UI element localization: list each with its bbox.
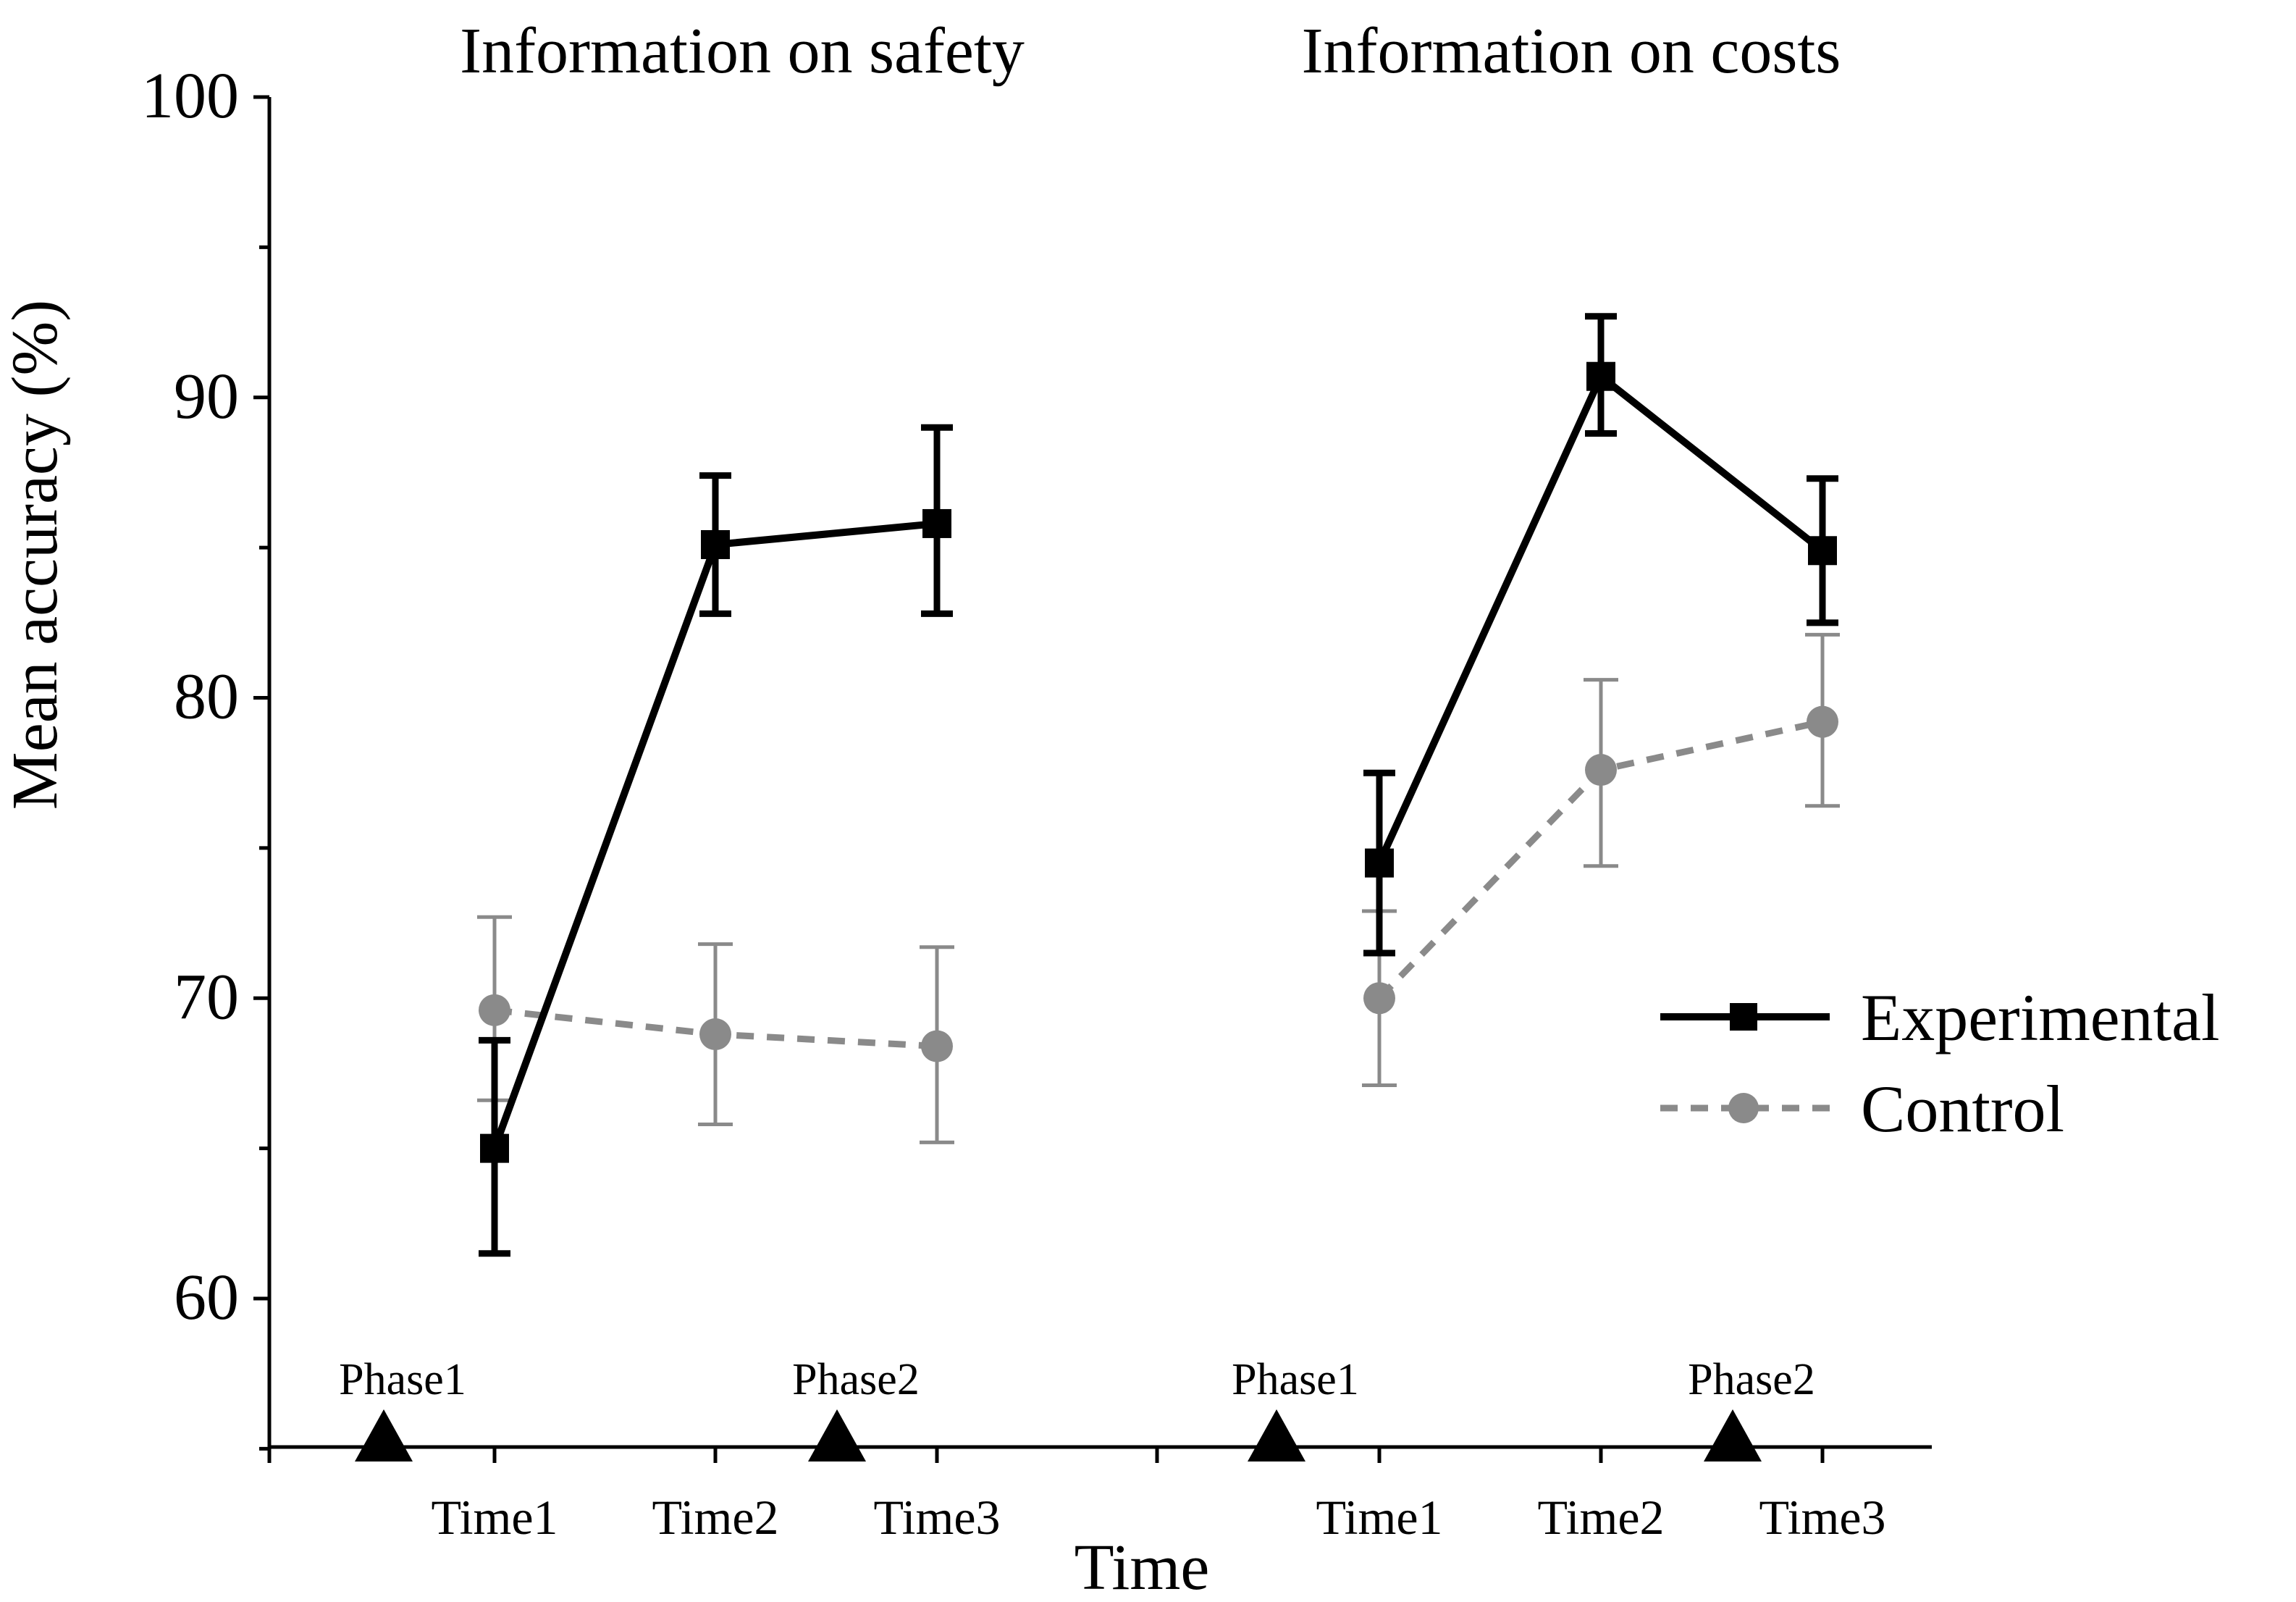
data-point [921, 1030, 953, 1062]
phase-label: Phase2 [792, 1355, 920, 1404]
data-point [479, 994, 510, 1026]
legend: Experimental Control [1660, 981, 2220, 1146]
legend-label: Experimental [1861, 981, 2220, 1054]
series-experimental [479, 424, 953, 1257]
panel-title: Information on costs [1302, 15, 1841, 87]
data-point [699, 1018, 731, 1051]
data-point [1363, 982, 1395, 1015]
phase-marker [355, 1409, 413, 1461]
y-tick-label: 60 [174, 1262, 239, 1333]
data-point [480, 1133, 509, 1163]
phase-marker [1704, 1409, 1762, 1461]
data-point [1808, 536, 1837, 566]
legend-item-experimental: Experimental [1660, 981, 2220, 1054]
series-control [477, 915, 954, 1144]
y-axis-label: Mean accuracy (%) [0, 300, 71, 810]
axes: 60 70 80 90 100 [141, 60, 1932, 1463]
x-tick-label: Time1 [431, 1490, 558, 1545]
data-point [701, 529, 730, 559]
legend-label: Control [1861, 1072, 2064, 1146]
phase-marker [808, 1409, 866, 1461]
x-tick-label: Time3 [1759, 1490, 1885, 1545]
phase-label: Phase1 [1232, 1355, 1359, 1404]
panels: Information on safety Time1 Time2 Time3 Phas… [339, 15, 1885, 1545]
panel-2: Information on costs Time1 Time2 Time3 Phase… [1232, 15, 1885, 1545]
data-point [922, 508, 951, 538]
data-point [1365, 848, 1394, 878]
series-experimental [1363, 313, 1838, 957]
phase-marker [1248, 1409, 1305, 1461]
data-point [1586, 361, 1615, 391]
x-tick-label: Time1 [1316, 1490, 1442, 1545]
x-tick-label: Time2 [652, 1490, 778, 1545]
data-point [1807, 705, 1838, 738]
y-tick-label: 70 [174, 961, 239, 1033]
phase-label: Phase2 [1688, 1355, 1815, 1404]
x-tick-label: Time3 [873, 1490, 1000, 1545]
legend-marker [1728, 1093, 1759, 1123]
series-control [1362, 632, 1840, 1088]
y-tick-label: 100 [141, 60, 239, 132]
y-tick-label: 90 [174, 361, 239, 432]
panel-1: Information on safety Time1 Time2 Time3 Phas… [339, 15, 1025, 1545]
x-axis-label: Time [1075, 1532, 1210, 1602]
panel-title: Information on safety [460, 15, 1025, 87]
x-tick-label: Time2 [1537, 1490, 1664, 1545]
data-point [1585, 754, 1617, 787]
legend-item-control: Control [1660, 1072, 2064, 1146]
legend-marker [1730, 1003, 1757, 1031]
phase-label: Phase1 [339, 1355, 466, 1404]
y-tick-label: 80 [174, 661, 239, 733]
